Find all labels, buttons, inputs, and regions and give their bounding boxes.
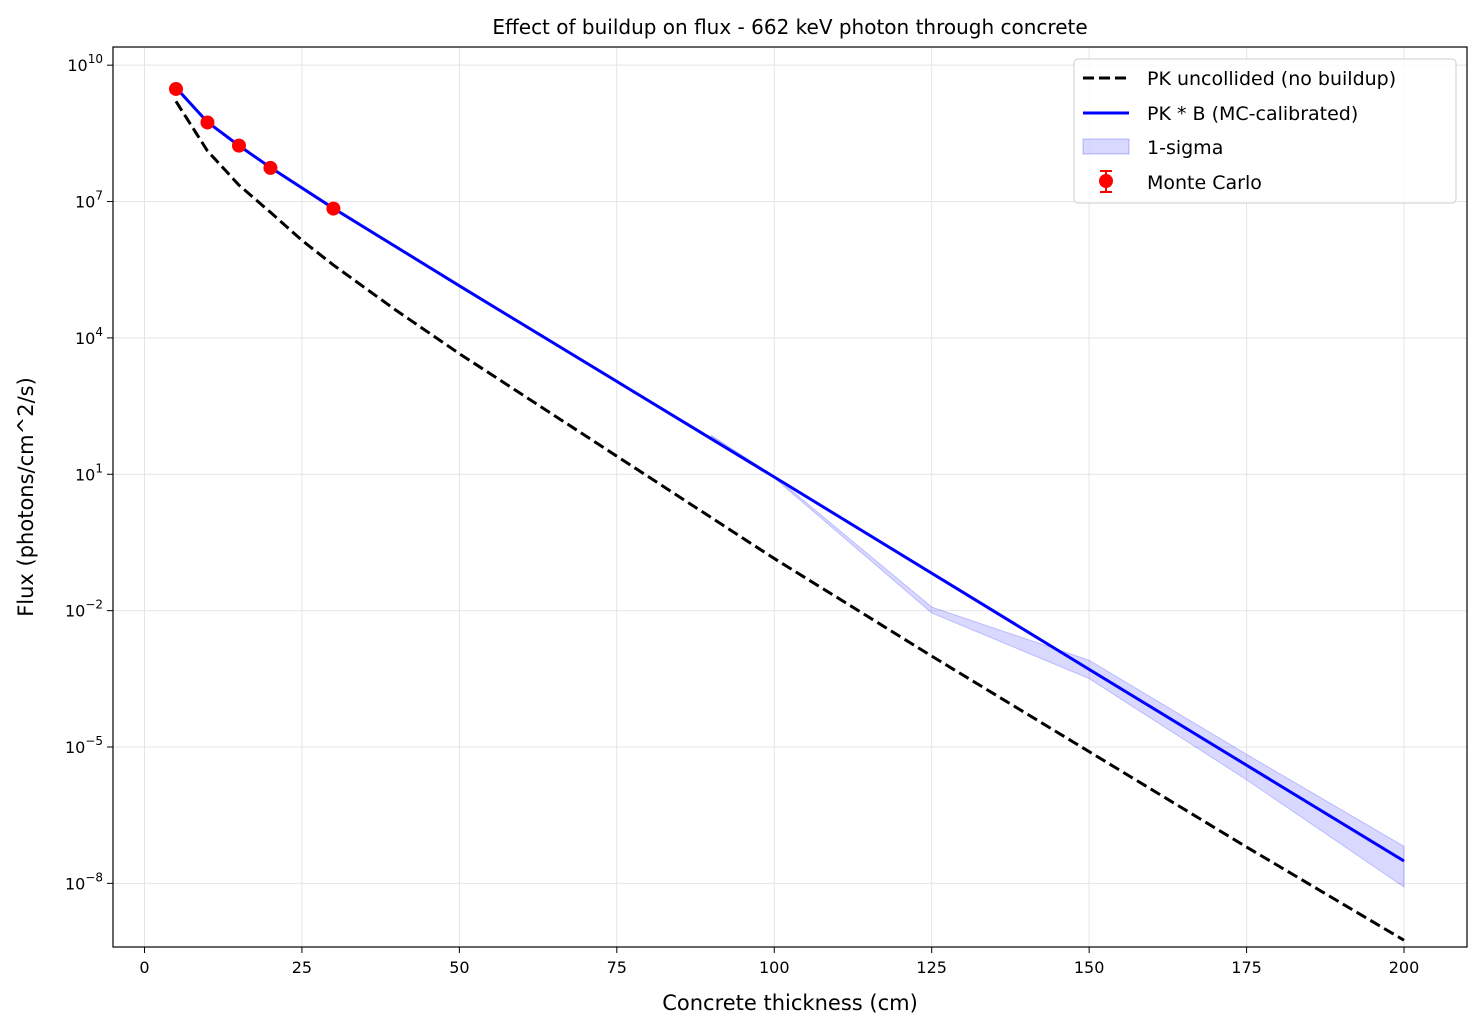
mc-point: [168, 81, 183, 96]
x-axis: 0 25 50 75 100 125 150 175 200: [139, 947, 1419, 977]
mc-point: [263, 160, 278, 175]
series-lines: [174, 86, 1405, 942]
x-tick-label: 0: [139, 958, 149, 977]
y-axis: 10−8 10−5 10−2 101 104 107 1010: [65, 52, 113, 893]
y-tick-label: 104: [75, 325, 103, 348]
chart-title: Effect of buildup on flux - 662 keV phot…: [492, 15, 1087, 39]
y-tick-label: 1010: [67, 52, 103, 75]
y-axis-label: Flux (photons/cm^2/s): [14, 377, 38, 617]
legend-band-swatch: [1082, 138, 1130, 155]
legend-label: Monte Carlo: [1147, 172, 1262, 194]
mc-point: [231, 138, 246, 153]
x-tick-label: 100: [759, 958, 790, 977]
plot-frame: [112, 46, 1468, 948]
legend-label: PK * B (MC-calibrated): [1147, 103, 1358, 125]
y-tick-label: 10−8: [65, 870, 103, 893]
y-tick-label: 10−2: [65, 598, 103, 621]
y-tick-label: 10−5: [65, 734, 103, 757]
x-tick-label: 125: [916, 958, 947, 977]
legend-label: 1-sigma: [1147, 137, 1223, 159]
y-tick-label: 101: [75, 461, 103, 484]
x-tick-label: 175: [1231, 958, 1262, 977]
x-tick-label: 50: [449, 958, 469, 977]
uncollided-line: [174, 100, 1405, 942]
x-tick-label: 200: [1389, 958, 1420, 977]
x-axis-label: Concrete thickness (cm): [662, 991, 918, 1015]
x-tick-label: 150: [1074, 958, 1105, 977]
legend-label: PK uncollided (no buildup): [1147, 68, 1396, 90]
legend: PK uncollided (no buildup) PK * B (MC-ca…: [1073, 58, 1457, 204]
x-tick-label: 25: [292, 958, 312, 977]
grid: [113, 47, 1467, 947]
x-tick-label: 75: [607, 958, 627, 977]
legend-marker: [1099, 174, 1113, 188]
y-tick-label: 107: [75, 189, 103, 212]
mc-point: [326, 201, 341, 216]
mc-points: [168, 81, 341, 216]
mc-point: [200, 115, 215, 130]
